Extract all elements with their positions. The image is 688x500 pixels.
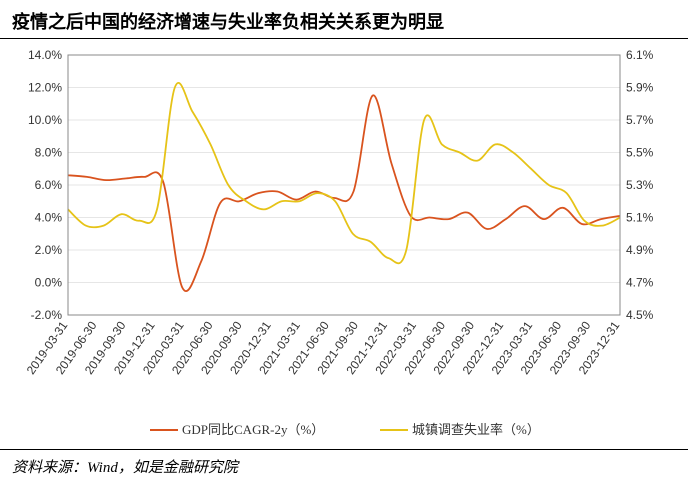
svg-text:4.0%: 4.0%: [35, 211, 63, 225]
chart-plot: -2.0%0.0%2.0%4.0%6.0%8.0%10.0%12.0%14.0%…: [12, 45, 676, 445]
svg-text:5.1%: 5.1%: [626, 211, 654, 225]
svg-text:8.0%: 8.0%: [35, 146, 63, 160]
svg-text:4.9%: 4.9%: [626, 243, 654, 257]
svg-text:6.1%: 6.1%: [626, 48, 654, 62]
svg-text:4.7%: 4.7%: [626, 276, 654, 290]
svg-text:5.3%: 5.3%: [626, 178, 654, 192]
svg-text:5.9%: 5.9%: [626, 81, 654, 95]
source-text: 资料来源：Wind，如是金融研究院: [0, 450, 688, 483]
svg-text:14.0%: 14.0%: [28, 48, 62, 62]
svg-text:0.0%: 0.0%: [35, 276, 63, 290]
svg-text:6.0%: 6.0%: [35, 178, 63, 192]
svg-text:5.5%: 5.5%: [626, 146, 654, 160]
svg-text:4.5%: 4.5%: [626, 308, 654, 322]
svg-text:5.7%: 5.7%: [626, 113, 654, 127]
svg-text:12.0%: 12.0%: [28, 81, 62, 95]
svg-text:10.0%: 10.0%: [28, 113, 62, 127]
svg-text:城镇调查失业率（%）: 城镇调查失业率（%）: [412, 422, 540, 437]
svg-text:GDP同比CAGR-2y（%）: GDP同比CAGR-2y（%）: [182, 422, 324, 437]
svg-text:2.0%: 2.0%: [35, 243, 63, 257]
chart-title: 疫情之后中国的经济增速与失业率负相关关系更为明显: [0, 0, 688, 39]
